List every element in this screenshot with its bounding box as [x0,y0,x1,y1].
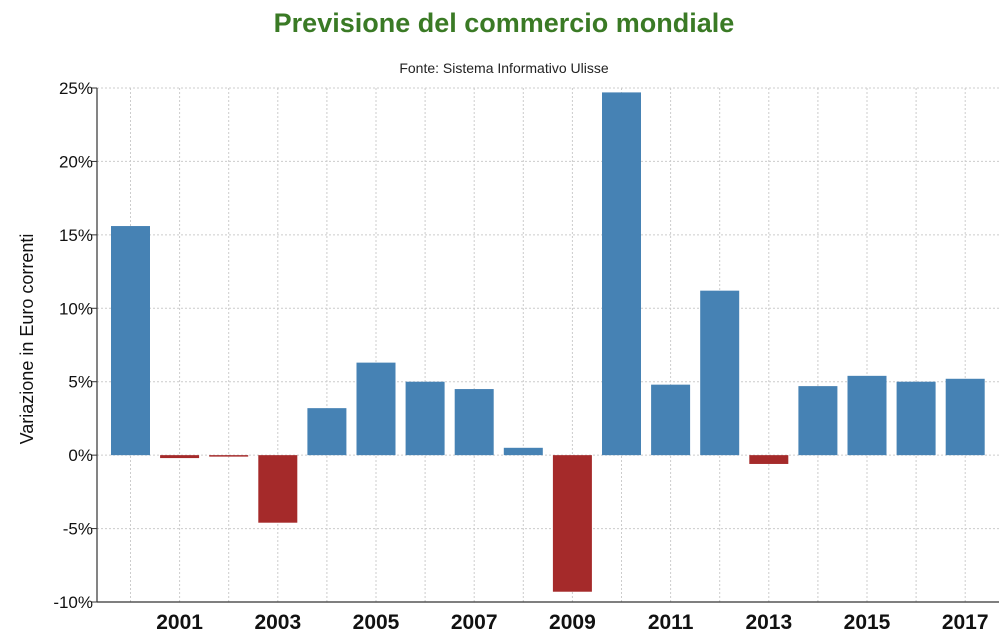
bars [111,92,985,592]
bar-2004 [307,408,347,456]
x-tick-labels: 2001 2003 2005 2007 2009 2011 2013 2015 2017 [156,611,988,634]
x-tick-label: 2003 [254,611,301,634]
y-tick-labels: -10% -5% 0% 5% 10% 15% 20% 25% [53,79,93,612]
bar-2012 [700,290,740,456]
y-tick-label: -10% [53,593,93,612]
y-tick-label: 0% [68,446,93,465]
y-tick-label: 20% [59,152,93,171]
y-tick-label: 25% [59,79,93,98]
bar-2001 [160,455,200,459]
x-tick-label: 2015 [844,611,891,634]
bar-2011 [651,384,691,456]
y-tick-label: 5% [68,373,93,392]
bar-2015 [847,375,887,456]
bar-2002 [209,455,249,457]
grid [97,87,999,603]
y-axis-label: Variazione in Euro correnti [17,234,37,445]
bar-2016 [896,381,936,456]
bar-2010 [602,92,641,456]
bar-2013 [749,455,789,464]
axes [91,87,999,603]
bar-2005 [356,362,396,456]
bar-2009 [552,455,592,592]
bar-2017 [945,378,985,456]
bar-2007 [454,389,494,456]
x-tick-label: 2013 [745,611,792,634]
bar-2003 [258,455,298,523]
chart-subtitle: Fonte: Sistema Informativo Ulisse [399,60,609,76]
x-tick-label: 2011 [648,611,694,634]
chart-title: Previsione del commercio mondiale [273,8,735,38]
y-tick-label: -5% [63,520,93,539]
x-tick-label: 2009 [549,611,596,634]
x-tick-label: 2007 [451,611,498,634]
y-tick-label: 10% [59,299,93,318]
y-tick-label: 15% [59,226,93,245]
bar-2000 [111,226,150,456]
x-tick-label: 2001 [156,611,203,634]
x-tick-label: 2017 [942,611,989,634]
bar-2006 [405,381,445,456]
bar-2014 [798,386,838,456]
bar-2008 [503,447,543,456]
x-tick-label: 2005 [353,611,400,634]
